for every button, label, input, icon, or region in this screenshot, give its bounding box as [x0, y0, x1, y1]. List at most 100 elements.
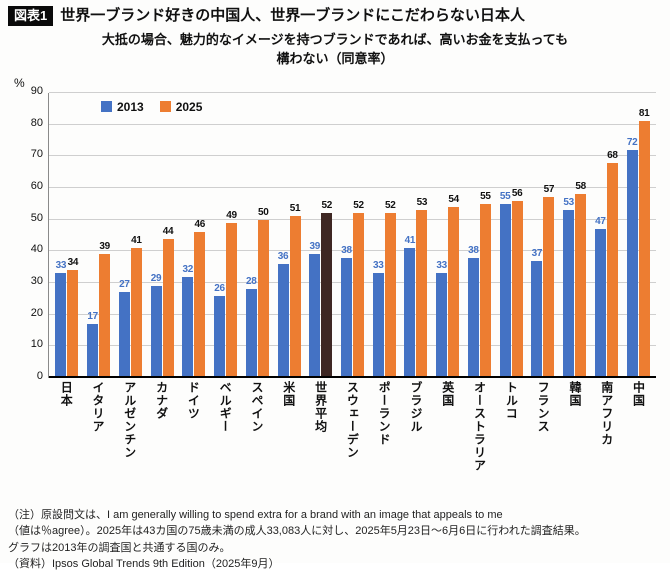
bar-2013	[55, 272, 67, 378]
bar-group: 55 56	[495, 188, 527, 378]
bar-2025	[384, 212, 396, 378]
bar-wrap: 32	[182, 264, 194, 378]
x-axis-label: 韓国	[567, 380, 582, 407]
bar-2013	[150, 285, 162, 378]
bar-group: 17 39	[83, 241, 115, 378]
bar-value-label: 33	[436, 259, 447, 271]
bar-value-label: 50	[258, 206, 269, 218]
bar-value-label: 27	[119, 278, 130, 290]
legend-label: 2013	[117, 99, 144, 114]
x-axis-label: ドイツ	[186, 380, 201, 420]
bar-value-label: 53	[563, 196, 574, 208]
note-line: （値は％agree）。2025年は43カ国の75歳未満の成人33,083人に対し…	[8, 525, 586, 538]
bar-wrap: 81	[638, 107, 650, 378]
bar-wrap: 38	[340, 245, 352, 378]
bar-2013	[340, 257, 352, 378]
x-axis-label-cell: ブラジル	[400, 381, 432, 501]
bar-2013	[626, 149, 638, 378]
bar-wrap: 47	[594, 215, 606, 378]
bar-2013	[436, 272, 448, 378]
bar-value-label: 41	[131, 234, 142, 246]
note-line: （注）原設問文は、I am generally willing to spend…	[8, 508, 503, 521]
x-axis-label-cell: ドイツ	[177, 381, 209, 501]
bar-group: 47 68	[590, 150, 622, 378]
bar-wrap: 27	[118, 278, 130, 378]
bar-value-label: 53	[416, 196, 428, 208]
legend-item-2025: 2025	[159, 99, 203, 114]
bar-wrap: 26	[214, 282, 226, 378]
bar-value-label: 17	[87, 310, 98, 322]
bar-group: 29 44	[146, 225, 178, 378]
bar-value-label: 52	[321, 199, 332, 211]
bar-group: 33 54	[432, 194, 464, 378]
bar-value-label: 33	[372, 259, 384, 271]
bar-value-label: 72	[626, 136, 638, 148]
bar-group: 37 57	[527, 184, 559, 378]
bar-group: 36 51	[273, 203, 305, 378]
bar-2025	[479, 203, 491, 378]
x-axis-label: 世界平均	[313, 380, 328, 433]
bar-wrap: 37	[531, 248, 543, 378]
x-axis-line	[49, 375, 656, 378]
y-tick-label: 80	[30, 116, 43, 129]
bar-2025	[543, 196, 555, 378]
bar-group: 32 46	[178, 219, 210, 378]
x-axis-label: 南アフリカ	[599, 380, 614, 446]
x-axis-label: 日本	[59, 380, 74, 407]
bar-group: 28 50	[241, 206, 273, 378]
bar-wrap: 17	[87, 310, 98, 378]
x-axis-label: カナダ	[154, 380, 169, 420]
legend-swatch	[159, 101, 171, 113]
bar-value-label: 55	[499, 190, 511, 202]
bar-2025	[575, 193, 587, 378]
bar-2013	[594, 228, 606, 378]
bar-2013	[245, 288, 257, 378]
chart-subtitle: 大抵の場合、魅力的なイメージを持つブランドであれば、高いお金を支払っても 構わな…	[8, 31, 662, 69]
y-tick-label: 40	[30, 242, 43, 255]
bar-2013	[182, 276, 194, 378]
bar-2025	[448, 206, 460, 378]
x-axis-label: イタリア	[90, 380, 105, 433]
bar-value-label: 47	[595, 215, 606, 227]
bar-value-label: 26	[214, 282, 225, 294]
bar-wrap: 68	[606, 150, 618, 378]
note-line: （資料）Ipsos Global Trends 9th Edition（2025…	[8, 558, 280, 571]
bar-value-label: 81	[638, 107, 650, 119]
y-tick-label: 30	[30, 274, 43, 287]
y-tick-label: 0	[36, 369, 43, 382]
x-axis-label-cell: アルゼンチン	[114, 381, 146, 501]
gridline	[49, 249, 656, 251]
y-tick-label: 50	[30, 211, 43, 224]
bar-chart: % 2013 2025 33 34 17 39 27 41 29 44 32 46 26 49 28 50 3…	[14, 76, 656, 381]
x-axis-label: ブラジル	[408, 380, 423, 433]
bar-wrap: 28	[245, 276, 257, 378]
bar-2013	[531, 260, 543, 378]
legend-item-2013: 2013	[101, 100, 144, 114]
bar-2025	[162, 238, 174, 378]
x-axis-label-cell: 韓国	[559, 381, 591, 501]
bar-group: 41 53	[400, 196, 432, 378]
bar-2013	[467, 257, 479, 378]
x-axis-label-cell: 日本	[50, 381, 82, 501]
bar-wrap: 52	[384, 200, 396, 378]
bar-wrap: 72	[626, 136, 638, 378]
bar-wrap: 39	[99, 241, 111, 378]
bar-2013	[214, 295, 226, 378]
bar-group: 33 34	[51, 257, 83, 378]
bar-wrap: 39	[309, 241, 320, 378]
x-axis-label: 中国	[631, 380, 646, 407]
bar-wrap: 50	[257, 206, 269, 378]
x-axis-label-cell: 英国	[432, 381, 464, 501]
bar-2013	[372, 272, 384, 378]
x-axis-label-cell: 中国	[622, 381, 654, 501]
bar-2025	[289, 215, 301, 378]
bar-2025	[99, 253, 111, 378]
legend-label: 2025	[175, 99, 203, 114]
gridline	[49, 91, 656, 93]
chart-subtitle-line2: 構わない（同意率）	[276, 51, 394, 67]
bar-group: 72 81	[622, 107, 654, 378]
bar-value-label: 44	[162, 225, 174, 237]
gridline	[49, 154, 656, 156]
bar-2025	[130, 247, 142, 378]
